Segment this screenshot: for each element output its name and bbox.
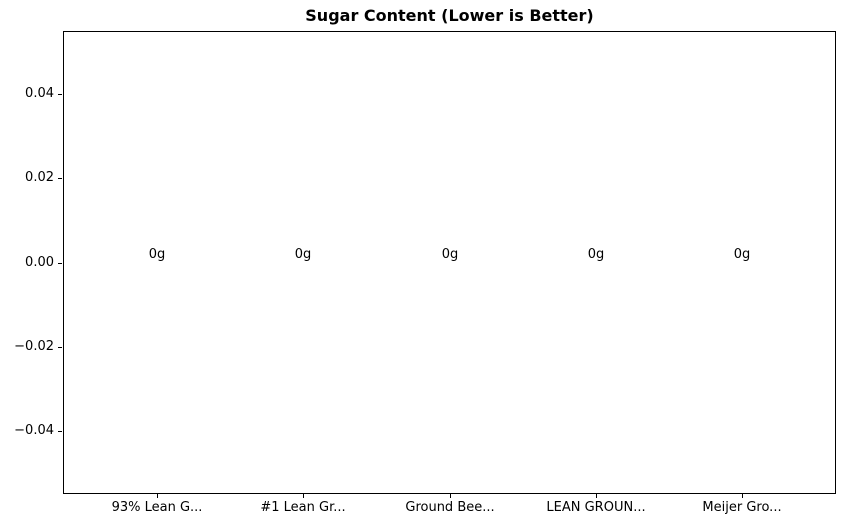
x-axis-category-label: LEAN GROUN... (546, 500, 646, 515)
y-axis-tick-label: −0.04 (14, 423, 54, 438)
y-axis-tick-label: 0.04 (25, 86, 54, 101)
x-axis-tick-mark (450, 494, 451, 498)
bar-value-label: 0g (148, 247, 166, 262)
bar-value-label: 0g (441, 247, 459, 262)
y-axis-tick-label: 0.02 (25, 170, 54, 185)
y-axis-tick-label: −0.02 (14, 339, 54, 354)
x-axis-tick-mark (157, 494, 158, 498)
plot-area (63, 31, 836, 494)
x-axis-category-label: Meijer Gro... (702, 500, 782, 515)
y-axis-tick-mark (58, 347, 62, 348)
y-axis-tick-mark (58, 431, 62, 432)
x-axis-tick-mark (596, 494, 597, 498)
y-axis-tick-mark (58, 94, 62, 95)
y-axis-tick-mark (58, 263, 62, 264)
x-axis-tick-mark (303, 494, 304, 498)
bar-value-label: 0g (733, 247, 751, 262)
bar-value-label: 0g (587, 247, 605, 262)
x-axis-category-label: 93% Lean G... (111, 500, 203, 515)
x-axis-category-label: #1 Lean Gr... (260, 500, 346, 515)
y-axis-tick-label: 0.00 (25, 255, 54, 270)
chart-title: Sugar Content (Lower is Better) (305, 6, 594, 25)
y-axis-tick-mark (58, 178, 62, 179)
x-axis-tick-mark (742, 494, 743, 498)
bar-value-label: 0g (294, 247, 312, 262)
x-axis-category-label: Ground Bee... (405, 500, 495, 515)
